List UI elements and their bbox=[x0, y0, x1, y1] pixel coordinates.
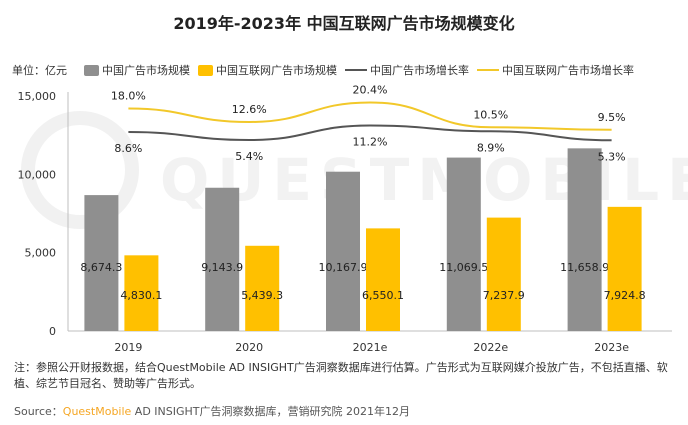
y-tick-label: 5,000 bbox=[25, 247, 57, 260]
y-tick-label: 15,000 bbox=[18, 90, 57, 103]
source-rest: AD INSIGHT广告洞察数据库，营销研究院 2021年12月 bbox=[131, 405, 411, 418]
legend-swatch-gray-line bbox=[345, 69, 367, 71]
line-internet-ad-growth-label: 12.6% bbox=[232, 103, 267, 116]
bar-ad-market bbox=[326, 171, 360, 331]
data-label-internet-ad-market: 4,830.1 bbox=[120, 289, 162, 302]
data-label-ad-market: 8,674.3 bbox=[80, 261, 122, 274]
data-label-internet-ad-market: 7,237.9 bbox=[483, 289, 525, 302]
source-brand: QuestMobile bbox=[62, 405, 132, 418]
line-ad-growth-label: 8.9% bbox=[477, 141, 505, 154]
legend-item-ad-growth: 中国广告市场增长率 bbox=[345, 62, 469, 78]
bar-ad-market bbox=[84, 195, 119, 331]
line-ad-growth-label: 5.4% bbox=[235, 150, 263, 163]
y-tick-label: 0 bbox=[49, 325, 56, 338]
legend: 中国广告市场规模 中国互联网广告市场规模 中国广告市场增长率 中国互联网广告市场… bbox=[84, 62, 634, 78]
legend-swatch-gray-bar bbox=[84, 64, 99, 76]
source-line: Source：QuestMobile AD INSIGHT广告洞察数据库，营销研… bbox=[14, 403, 410, 419]
x-tick-label: 2022e bbox=[473, 341, 508, 354]
bar-internet-ad-market bbox=[124, 255, 159, 331]
legend-item-ad-market: 中国广告市场规模 bbox=[84, 62, 190, 78]
footnote: 注：参照公开财报数据，结合QuestMobile AD INSIGHT广告洞察数… bbox=[14, 361, 668, 390]
x-tick-label: 2021e bbox=[353, 341, 388, 354]
watermark-logo-ring bbox=[21, 111, 139, 229]
data-label-internet-ad-market: 5,439.3 bbox=[241, 289, 283, 302]
unit-label: 单位：亿元 bbox=[12, 64, 67, 77]
bar-internet-ad-market bbox=[486, 217, 521, 331]
legend-label: 中国广告市场增长率 bbox=[370, 64, 469, 77]
data-label-ad-market: 11,658.9 bbox=[560, 261, 609, 274]
data-label-internet-ad-market: 7,924.8 bbox=[604, 289, 646, 302]
line-internet-ad-growth-label: 18.0% bbox=[111, 90, 146, 103]
x-tick-label: 2023e bbox=[594, 341, 629, 354]
data-label-ad-market: 11,069.5 bbox=[439, 261, 488, 274]
bar-ad-market bbox=[205, 187, 240, 331]
legend-label: 中国互联网广告市场规模 bbox=[216, 64, 337, 77]
legend-item-internet-ad-market: 中国互联网广告市场规模 bbox=[198, 62, 337, 78]
source-prefix: Source： bbox=[14, 405, 63, 418]
chart-area: 15,000 10,000 5,000 0 8,674.3 4,830.1 2019 9,14… bbox=[18, 84, 672, 354]
legend-swatch-yellow-line bbox=[477, 69, 499, 71]
legend-item-internet-ad-growth: 中国互联网广告市场增长率 bbox=[477, 62, 634, 78]
legend-label: 中国广告市场规模 bbox=[102, 64, 190, 77]
data-label-ad-market: 9,143.9 bbox=[201, 261, 243, 274]
line-ad-growth bbox=[128, 124, 612, 142]
bar-ad-market bbox=[446, 157, 481, 331]
x-tick-label: 2020 bbox=[235, 341, 263, 354]
bar-internet-ad-market bbox=[607, 206, 642, 331]
line-internet-ad-growth-label: 9.5% bbox=[598, 111, 626, 124]
data-label-internet-ad-market: 6,550.1 bbox=[362, 289, 404, 302]
y-tick-label: 10,000 bbox=[18, 168, 57, 181]
line-ad-growth-label: 11.2% bbox=[353, 136, 388, 149]
line-internet-ad-growth-label: 20.4% bbox=[353, 84, 388, 97]
legend-label: 中国互联网广告市场增长率 bbox=[502, 64, 634, 77]
line-internet-ad-growth bbox=[128, 101, 612, 131]
line-ad-growth-label: 8.6% bbox=[114, 142, 142, 155]
line-ad-growth-label: 5.3% bbox=[598, 150, 626, 163]
line-internet-ad-growth-label: 10.5% bbox=[473, 108, 508, 121]
chart-title: 2019年-2023年 中国互联网广告市场规模变化 bbox=[173, 14, 515, 33]
bar-ad-market bbox=[567, 148, 602, 331]
x-tick-label: 2019 bbox=[114, 341, 142, 354]
bar-internet-ad-market bbox=[245, 245, 280, 331]
legend-swatch-yellow-bar bbox=[198, 64, 213, 76]
data-label-ad-market: 10,167.9 bbox=[319, 261, 368, 274]
bar-internet-ad-market bbox=[366, 228, 400, 331]
